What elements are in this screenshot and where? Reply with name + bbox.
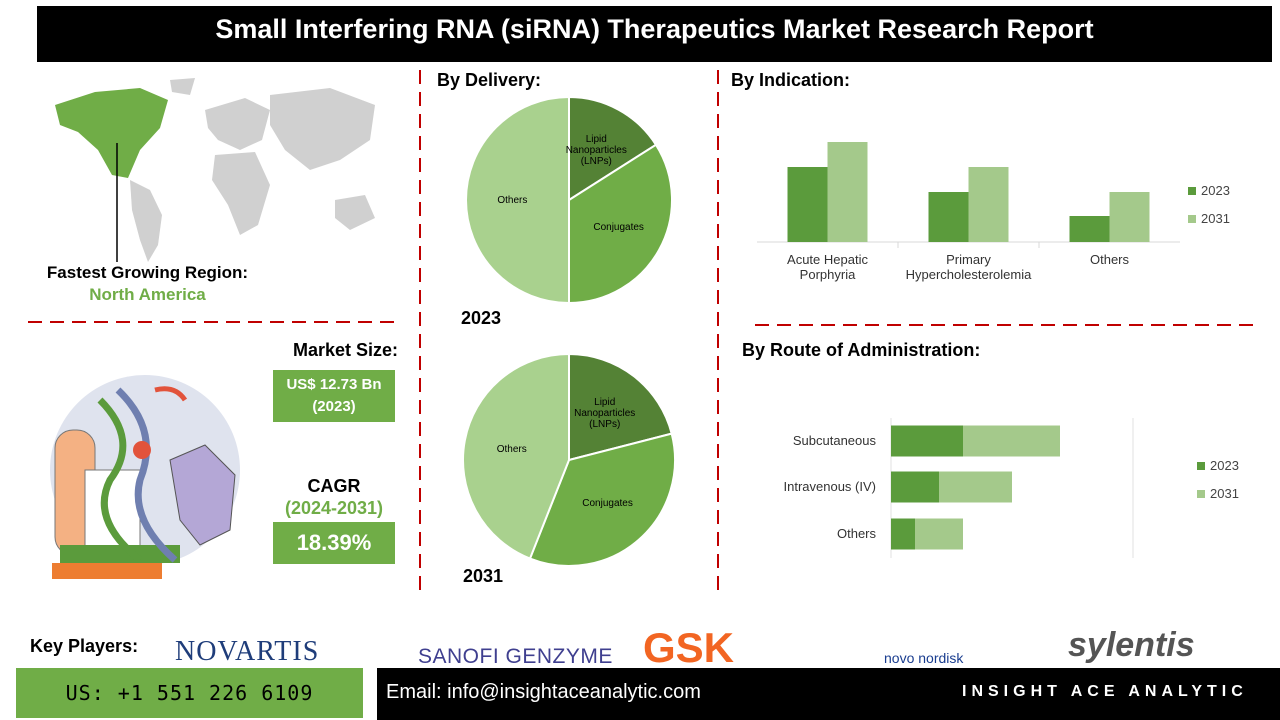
legend-swatch (1188, 187, 1196, 195)
cagr-value: 18.39% (273, 522, 395, 564)
bar-segment (891, 425, 963, 457)
pie-slice (528, 432, 676, 567)
slice-label: Conjugates (593, 221, 644, 233)
bar-segment (915, 518, 963, 550)
cagr-label: CAGR (307, 476, 361, 496)
player-logo: NOVARTIS (175, 636, 320, 667)
legend-label: 2031 (1201, 211, 1230, 226)
slice-label: Others (496, 443, 527, 455)
pie-year: 2031 (463, 566, 504, 586)
slice-label: Others (497, 194, 528, 206)
pie-slice (568, 95, 658, 202)
footer-bar (377, 668, 1280, 720)
player-logo: SANOFI GENZYME (418, 645, 613, 668)
section-title: By Route of Administration: (742, 340, 981, 360)
legend-label: 2031 (1210, 486, 1239, 501)
legend-swatch (1188, 215, 1196, 223)
brand: INSIGHT ACE ANALYTIC (962, 683, 1248, 700)
pie-slice (568, 143, 673, 305)
y-tick-label: Subcutaneous (792, 433, 876, 448)
x-tick-label: Acute Hepatic Porphyria (787, 252, 868, 282)
bar-segment (891, 471, 939, 503)
section-title: By Indication: (731, 70, 851, 90)
illustration (50, 375, 240, 579)
x-tick-label: Others (1089, 252, 1129, 267)
market-size-year: (2023) (312, 398, 356, 415)
player-logo: sylentis (1068, 626, 1195, 664)
player-logo: GSK (643, 624, 735, 671)
report-title: Small Interfering RNA (siRNA) Therapeuti… (37, 6, 1272, 62)
email: Email: info@insightaceanalytic.com (386, 681, 701, 703)
slice-label: Lipid Nanoparticles (LNPs) (574, 397, 636, 431)
slice-label: Conjugates (582, 498, 633, 510)
world-map (55, 78, 375, 262)
phone: US: +1 551 226 6109 (16, 668, 363, 718)
cagr-period: (2024-2031) (284, 498, 384, 518)
market-size-value: US$ 12.73 Bn (286, 376, 382, 393)
bar-segment (891, 518, 915, 550)
pie-year: 2023 (461, 308, 502, 328)
y-tick-label: Others (836, 526, 876, 541)
section-title: By Delivery: (437, 70, 542, 90)
key-players-label: Key Players: (30, 636, 139, 656)
y-tick-label: Intravenous (IV) (783, 479, 877, 494)
region-value: North America (89, 285, 206, 304)
bar (1069, 216, 1110, 242)
pie-slice (568, 352, 673, 462)
legend-swatch (1197, 490, 1205, 498)
region-label: Fastest Growing Region: (46, 263, 249, 282)
bar-segment (963, 425, 1060, 457)
bar (827, 142, 868, 242)
bar (928, 192, 969, 242)
legend-label: 2023 (1201, 183, 1230, 198)
market-size-box: US$ 12.73 Bn (2023) (273, 370, 395, 422)
bar (1109, 192, 1150, 242)
bar (968, 167, 1009, 242)
market-size-label: Market Size: (292, 340, 398, 360)
bar (787, 167, 828, 242)
pie-slice (465, 95, 570, 305)
legend-swatch (1197, 462, 1205, 470)
player-logo: novo nordisk (884, 650, 964, 666)
legend-label: 2023 (1210, 458, 1239, 473)
slice-label: Lipid Nanoparticles (LNPs) (565, 133, 627, 167)
x-tick-label: Primary Hypercholesterolemia (905, 252, 1032, 282)
bar-segment (939, 471, 1012, 503)
pie-slice (462, 352, 570, 560)
